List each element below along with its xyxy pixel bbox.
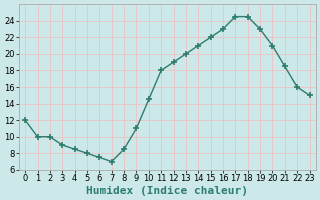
X-axis label: Humidex (Indice chaleur): Humidex (Indice chaleur): [86, 186, 248, 196]
